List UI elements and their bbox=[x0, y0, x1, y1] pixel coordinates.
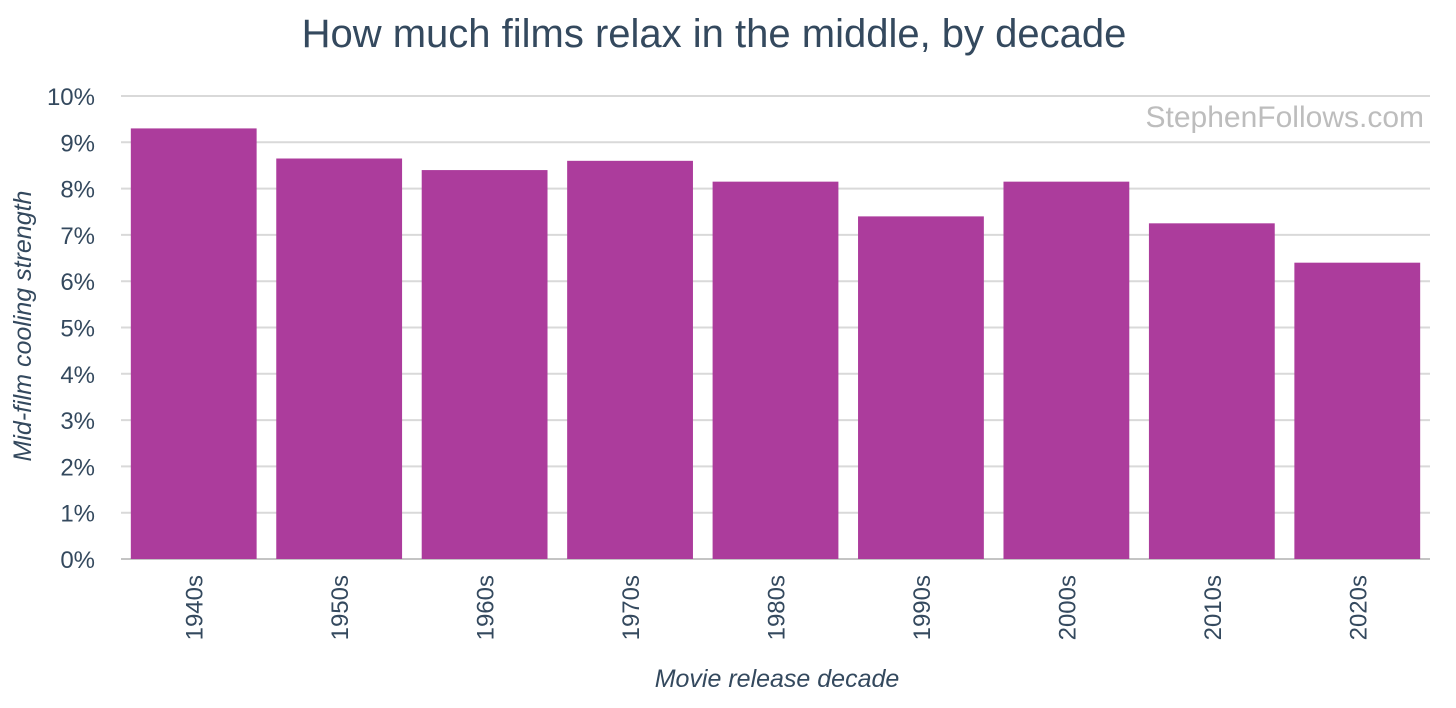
y-axis-ticks: 0% 1% 2% 3% 4% 5% 6% 7% 8% 9% 10% bbox=[47, 84, 95, 574]
y-tick-label: 4% bbox=[60, 362, 95, 389]
x-tick-label: 2010s bbox=[1200, 575, 1227, 640]
bar-1990s bbox=[858, 216, 984, 559]
chart-title: How much films relax in the middle, by d… bbox=[302, 12, 1127, 56]
y-tick-label: 0% bbox=[60, 547, 95, 574]
y-tick-label: 10% bbox=[47, 84, 95, 111]
bar-1950s bbox=[276, 158, 403, 559]
x-axis-title: Movie release decade bbox=[655, 665, 900, 693]
bar-1960s bbox=[421, 170, 548, 559]
x-axis-ticks: 1940s 1950s 1960s 1970s 1980s 1990s 2000s 2010s… bbox=[182, 575, 1373, 640]
bar-1940s bbox=[130, 128, 257, 559]
x-tick-label: 2020s bbox=[1345, 575, 1372, 640]
bar-2020s bbox=[1294, 262, 1421, 559]
bar-2010s bbox=[1148, 223, 1275, 559]
y-tick-label: 6% bbox=[60, 269, 95, 296]
watermark: StephenFollows.com bbox=[1146, 101, 1424, 134]
x-tick-label: 1950s bbox=[327, 575, 354, 640]
bar-2000s bbox=[1003, 181, 1130, 559]
x-tick-label: 1980s bbox=[764, 575, 791, 640]
y-tick-label: 3% bbox=[60, 408, 95, 435]
bar-1980s bbox=[712, 181, 839, 559]
y-tick-label: 8% bbox=[60, 177, 95, 204]
x-tick-label: 1960s bbox=[473, 575, 500, 640]
x-tick-label: 1990s bbox=[909, 575, 936, 640]
y-tick-label: 1% bbox=[60, 501, 95, 528]
y-tick-label: 2% bbox=[60, 454, 95, 481]
x-tick-label: 1970s bbox=[618, 575, 645, 640]
x-tick-label: 2000s bbox=[1054, 575, 1081, 640]
bar-1970s bbox=[567, 160, 693, 559]
y-tick-label: 9% bbox=[60, 130, 95, 157]
x-tick-label: 1940s bbox=[182, 575, 209, 640]
y-tick-label: 7% bbox=[60, 223, 95, 250]
y-axis-title: Mid-film cooling strength bbox=[9, 191, 37, 462]
y-tick-label: 5% bbox=[60, 316, 95, 343]
bars bbox=[130, 128, 1421, 559]
